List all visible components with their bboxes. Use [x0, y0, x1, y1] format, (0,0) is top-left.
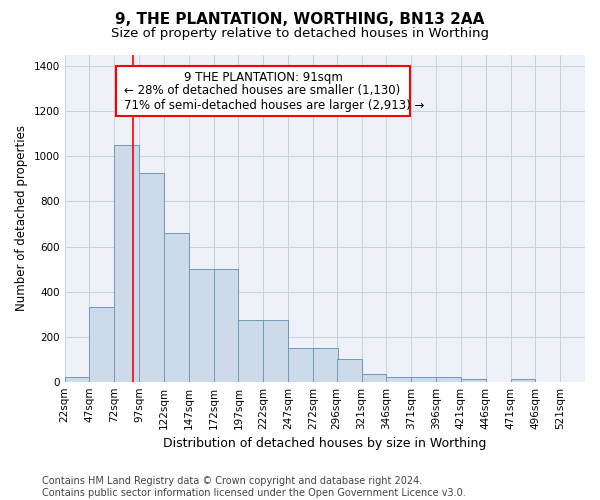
- Text: Contains HM Land Registry data © Crown copyright and database right 2024.
Contai: Contains HM Land Registry data © Crown c…: [42, 476, 466, 498]
- Bar: [139, 174, 164, 382]
- Bar: [164, 233, 189, 382]
- X-axis label: Distribution of detached houses by size in Worthing: Distribution of detached houses by size …: [163, 437, 487, 450]
- Bar: [238, 320, 263, 382]
- FancyBboxPatch shape: [116, 66, 410, 116]
- Bar: [411, 377, 436, 382]
- Bar: [263, 320, 288, 382]
- Text: 71% of semi-detached houses are larger (2,913) →: 71% of semi-detached houses are larger (…: [124, 99, 425, 112]
- Bar: [362, 374, 386, 382]
- Bar: [189, 269, 214, 382]
- Text: 9, THE PLANTATION, WORTHING, BN13 2AA: 9, THE PLANTATION, WORTHING, BN13 2AA: [115, 12, 485, 28]
- Bar: [288, 348, 313, 382]
- Bar: [337, 359, 362, 382]
- Bar: [461, 380, 485, 382]
- Bar: [436, 377, 461, 382]
- Bar: [386, 377, 411, 382]
- Text: ← 28% of detached houses are smaller (1,130): ← 28% of detached houses are smaller (1,…: [124, 84, 400, 96]
- Bar: [65, 377, 89, 382]
- Text: Size of property relative to detached houses in Worthing: Size of property relative to detached ho…: [111, 28, 489, 40]
- Bar: [511, 380, 535, 382]
- Bar: [313, 348, 338, 382]
- Bar: [89, 308, 115, 382]
- Text: 9 THE PLANTATION: 91sqm: 9 THE PLANTATION: 91sqm: [184, 71, 343, 84]
- Y-axis label: Number of detached properties: Number of detached properties: [15, 126, 28, 312]
- Bar: [214, 269, 238, 382]
- Bar: [115, 145, 139, 382]
